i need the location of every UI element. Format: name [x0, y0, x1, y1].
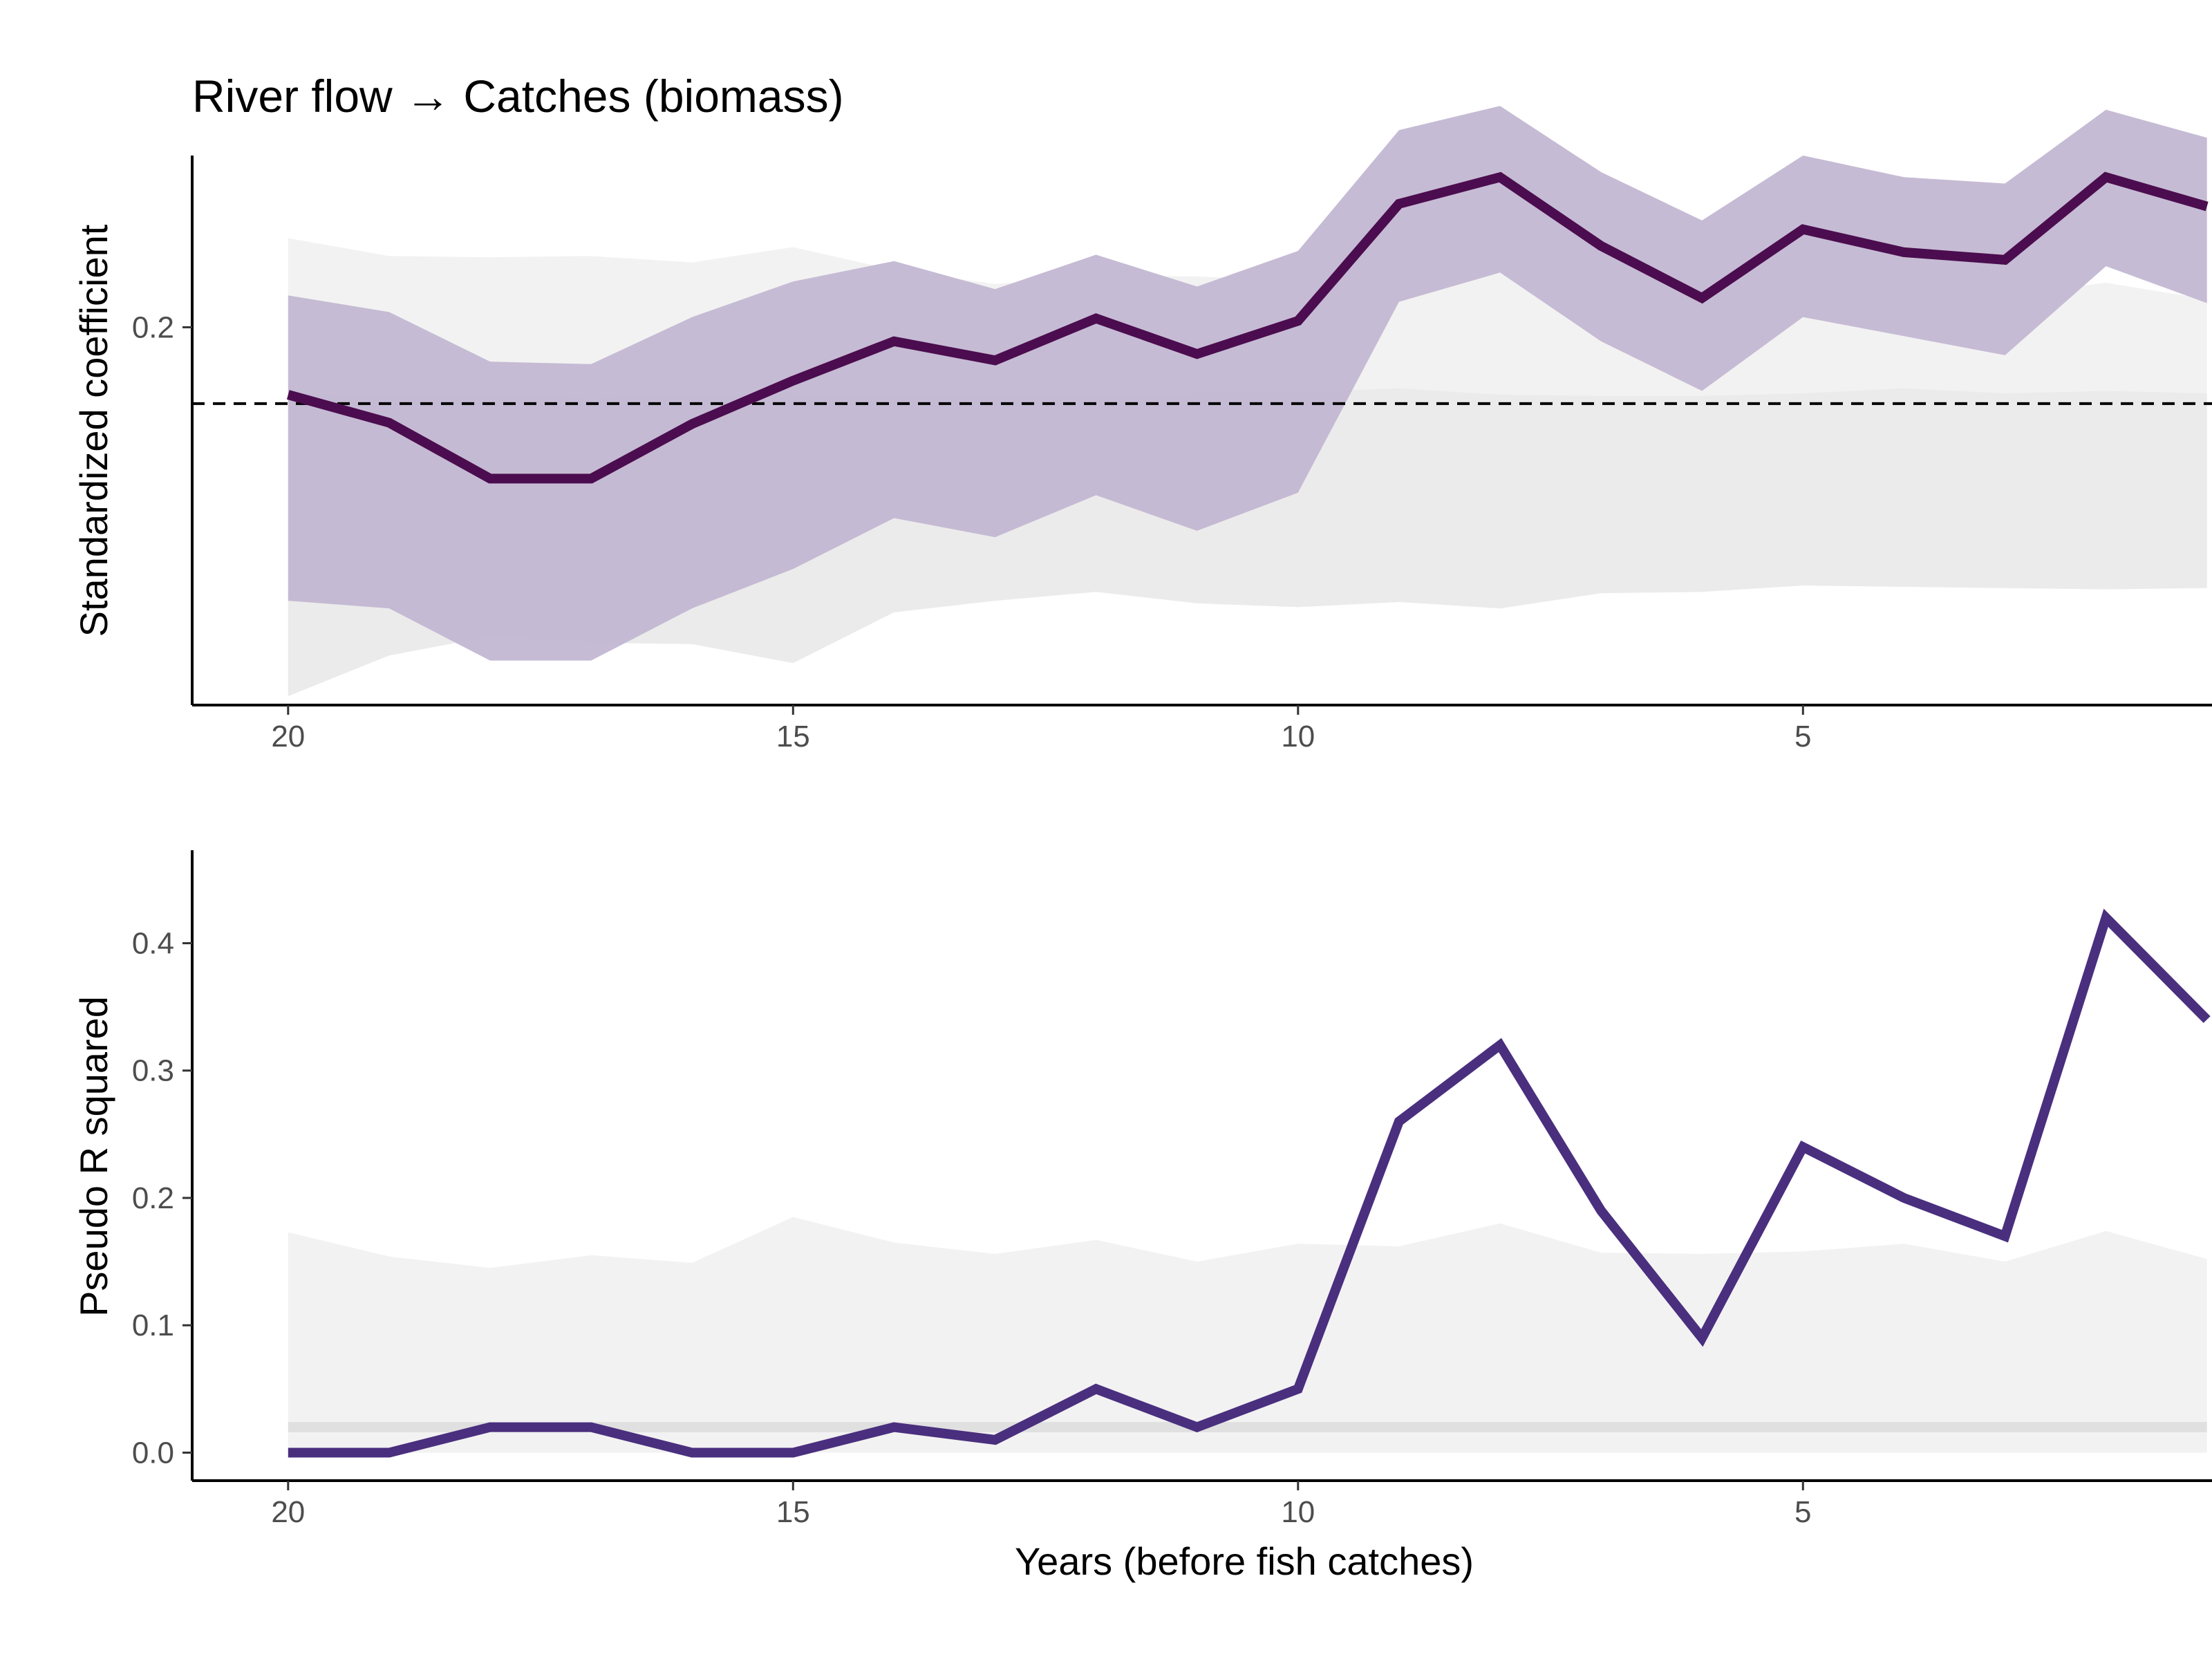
- r-squared-series-path: [288, 908, 2211, 1458]
- r-squared-y-axis-title: Pseudo R squared: [72, 996, 115, 1317]
- r-squared-x-tick-label: 5: [1794, 1495, 1811, 1529]
- coefficient-axes: 20 15 10 5 0.2: [132, 156, 2212, 753]
- r-squared-null-median-band: [288, 1422, 2207, 1432]
- coefficient-y-axis-title: Standardized coefficient: [72, 224, 115, 637]
- r-squared-x-tick-label: 15: [776, 1495, 810, 1529]
- r-squared-y-tick-label: 0.0: [132, 1436, 174, 1470]
- r-squared-series-line: [288, 908, 2211, 1458]
- coefficient-y-tick-label: 0.2: [132, 310, 174, 344]
- r-squared-y-tick-label: 0.4: [132, 926, 174, 960]
- coefficient-confidence-band-area: [288, 106, 2207, 661]
- r-squared-x-tick-label: 10: [1281, 1495, 1315, 1529]
- coefficient-series-path: [286, 171, 2209, 484]
- coefficient-x-tick-label: 10: [1281, 720, 1315, 753]
- coefficient-panel: 20 15 10 5 0.2 Standardized coefficient: [72, 106, 2212, 753]
- r-squared-y-tick-label: 0.3: [132, 1054, 174, 1088]
- coefficient-confidence-band: [288, 106, 2207, 661]
- r-squared-null-band: [288, 1217, 2207, 1453]
- coefficient-x-tick-label: 5: [1794, 720, 1811, 753]
- r-squared-axes: 20 15 10 5 0.0 0.1 0.2 0.3 0.4: [132, 850, 2212, 1529]
- r-squared-panel: 20 15 10 50.00.10.20.30.4 Pseudo R squared …: [72, 850, 2212, 1583]
- x-axis-title: Years (before fish catches): [1015, 1539, 1474, 1583]
- r-squared-y-tick-label: 0.2: [132, 1181, 174, 1215]
- r-squared-x-tick-label: 20: [271, 1495, 305, 1529]
- r-squared-null-band-area: [288, 1217, 2207, 1453]
- r-squared-y-tick-label: 0.1: [132, 1309, 174, 1342]
- chart-title: River flow → Catches (biomass): [192, 71, 844, 122]
- coefficient-x-tick-label: 15: [776, 720, 810, 753]
- coefficient-series-line: [286, 171, 2209, 484]
- coefficient-x-tick-label: 20: [271, 720, 305, 753]
